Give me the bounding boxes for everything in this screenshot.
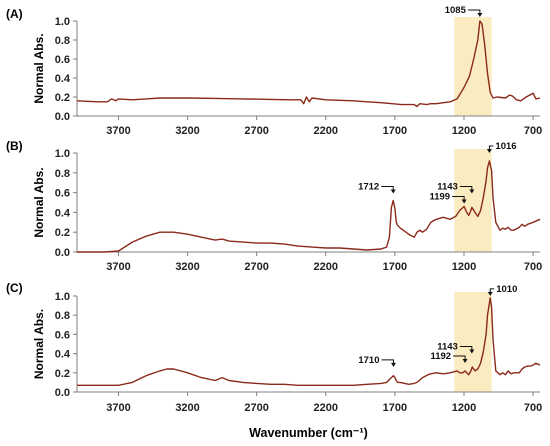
- x-tick-label: 700: [524, 125, 542, 137]
- y-tick-label: 0.4: [55, 349, 71, 361]
- x-tick-label: 2200: [314, 402, 338, 414]
- y-tick-label: 0.2: [55, 368, 70, 380]
- arrow-head: [477, 13, 483, 17]
- peak-annotation: 1710: [358, 355, 396, 367]
- y-tick-label: 0.0: [55, 247, 70, 259]
- x-tick-label: 3200: [175, 261, 199, 273]
- y-tick-label: 0.2: [55, 92, 70, 104]
- peak-annotation: 1016: [486, 141, 517, 153]
- x-tick-label: 3700: [106, 125, 130, 137]
- x-tick-label: 2200: [314, 261, 338, 273]
- y-tick-label: 1.0: [55, 148, 70, 160]
- spectrum-line: [76, 20, 541, 108]
- peak-annotation: 1199: [429, 191, 467, 204]
- highlight-band: [454, 149, 492, 252]
- x-tick-label: 1200: [452, 125, 476, 137]
- x-tick-label: 2700: [244, 402, 268, 414]
- arrow-head: [487, 291, 493, 296]
- chart-panel-1: (A) 0.0 0.2 0.4 0.6 0.8 1.0 3700 3200 2700 2200 170…: [6, 5, 542, 137]
- peak-annotation: 1143: [437, 341, 475, 354]
- x-axis-label: Wavenumber (cm⁻¹): [249, 426, 368, 440]
- chart-panel-2: (B) 0.0 0.2 0.4 0.6 0.8 1.0 3700 3200 2700 2200 170…: [6, 139, 542, 273]
- y-axis-label: Normal Abs.: [32, 309, 46, 379]
- spectrum-line: [77, 297, 541, 386]
- annotation-arrow: [381, 359, 394, 365]
- annotation-label: 1016: [495, 141, 516, 152]
- annotation-label: 1085: [445, 5, 467, 16]
- x-tick-label: 3200: [175, 125, 199, 137]
- x-tick-label: 1700: [383, 261, 407, 273]
- annotation-arrow: [381, 186, 394, 192]
- annotation-arrow: [467, 9, 481, 15]
- y-tick-label: 0.8: [55, 168, 70, 180]
- y-tick-label: 0.6: [55, 329, 70, 341]
- annotation-label: 1143: [437, 182, 458, 193]
- x-tick-label: 3700: [106, 402, 130, 414]
- arrow-head: [486, 148, 492, 153]
- arrow-head: [469, 189, 475, 194]
- peak-annotation: 1010: [487, 284, 517, 296]
- x-tick-label: 1200: [452, 261, 476, 273]
- annotation-label: 1710: [358, 355, 379, 366]
- y-tick-label: 1.0: [55, 16, 70, 28]
- y-tick-label: 1.0: [55, 291, 70, 303]
- x-tick-label: 700: [524, 402, 542, 414]
- arrow-head: [469, 349, 475, 354]
- peak-annotation: 1192: [430, 351, 468, 364]
- x-tick-label: 2200: [314, 125, 338, 137]
- y-tick-label: 0.8: [55, 310, 70, 322]
- x-tick-label: 3700: [106, 261, 130, 273]
- peak-annotation: 1712: [358, 182, 396, 194]
- y-tick-label: 0.4: [55, 207, 71, 219]
- annotation-label: 1199: [429, 191, 450, 202]
- x-tick-label: 700: [524, 261, 542, 273]
- x-tick-label: 1200: [452, 402, 476, 414]
- arrow-head: [462, 359, 468, 364]
- y-axis-label: Normal Abs.: [32, 33, 46, 103]
- annotation-label: 1712: [358, 182, 379, 193]
- arrow-head: [461, 199, 467, 204]
- arrow-head: [390, 362, 396, 367]
- y-tick-label: 0.6: [55, 188, 70, 200]
- highlight-band: [454, 292, 492, 392]
- chart-panel-3: (C) 0.0 0.2 0.4 0.6 0.8 1.0 3700 3200 2700 2200 170…: [6, 281, 542, 414]
- panel-label: (A): [6, 7, 23, 21]
- peak-annotation: 1143: [437, 182, 475, 194]
- y-tick-label: 0.6: [55, 54, 70, 66]
- annotation-label: 1010: [496, 284, 517, 295]
- y-tick-label: 0.0: [55, 387, 70, 399]
- x-tick-label: 2700: [244, 125, 268, 137]
- y-tick-label: 0.8: [55, 35, 70, 47]
- spectrum-line: [77, 160, 541, 253]
- annotation-label: 1143: [437, 341, 458, 352]
- x-tick-label: 1700: [383, 125, 407, 137]
- panel-label: (C): [6, 281, 23, 295]
- y-tick-label: 0.4: [55, 73, 71, 85]
- highlight-band: [454, 17, 492, 116]
- panel-label: (B): [6, 139, 23, 153]
- x-tick-label: 2700: [244, 261, 268, 273]
- x-tick-label: 3200: [175, 402, 199, 414]
- x-tick-label: 1700: [383, 402, 407, 414]
- peak-annotation: 1085: [445, 5, 483, 17]
- arrow-head: [390, 189, 396, 194]
- y-tick-label: 0.0: [55, 111, 70, 123]
- annotation-label: 1192: [430, 351, 451, 362]
- y-axis-label: Normal Abs.: [32, 167, 46, 237]
- y-tick-label: 0.2: [55, 227, 70, 239]
